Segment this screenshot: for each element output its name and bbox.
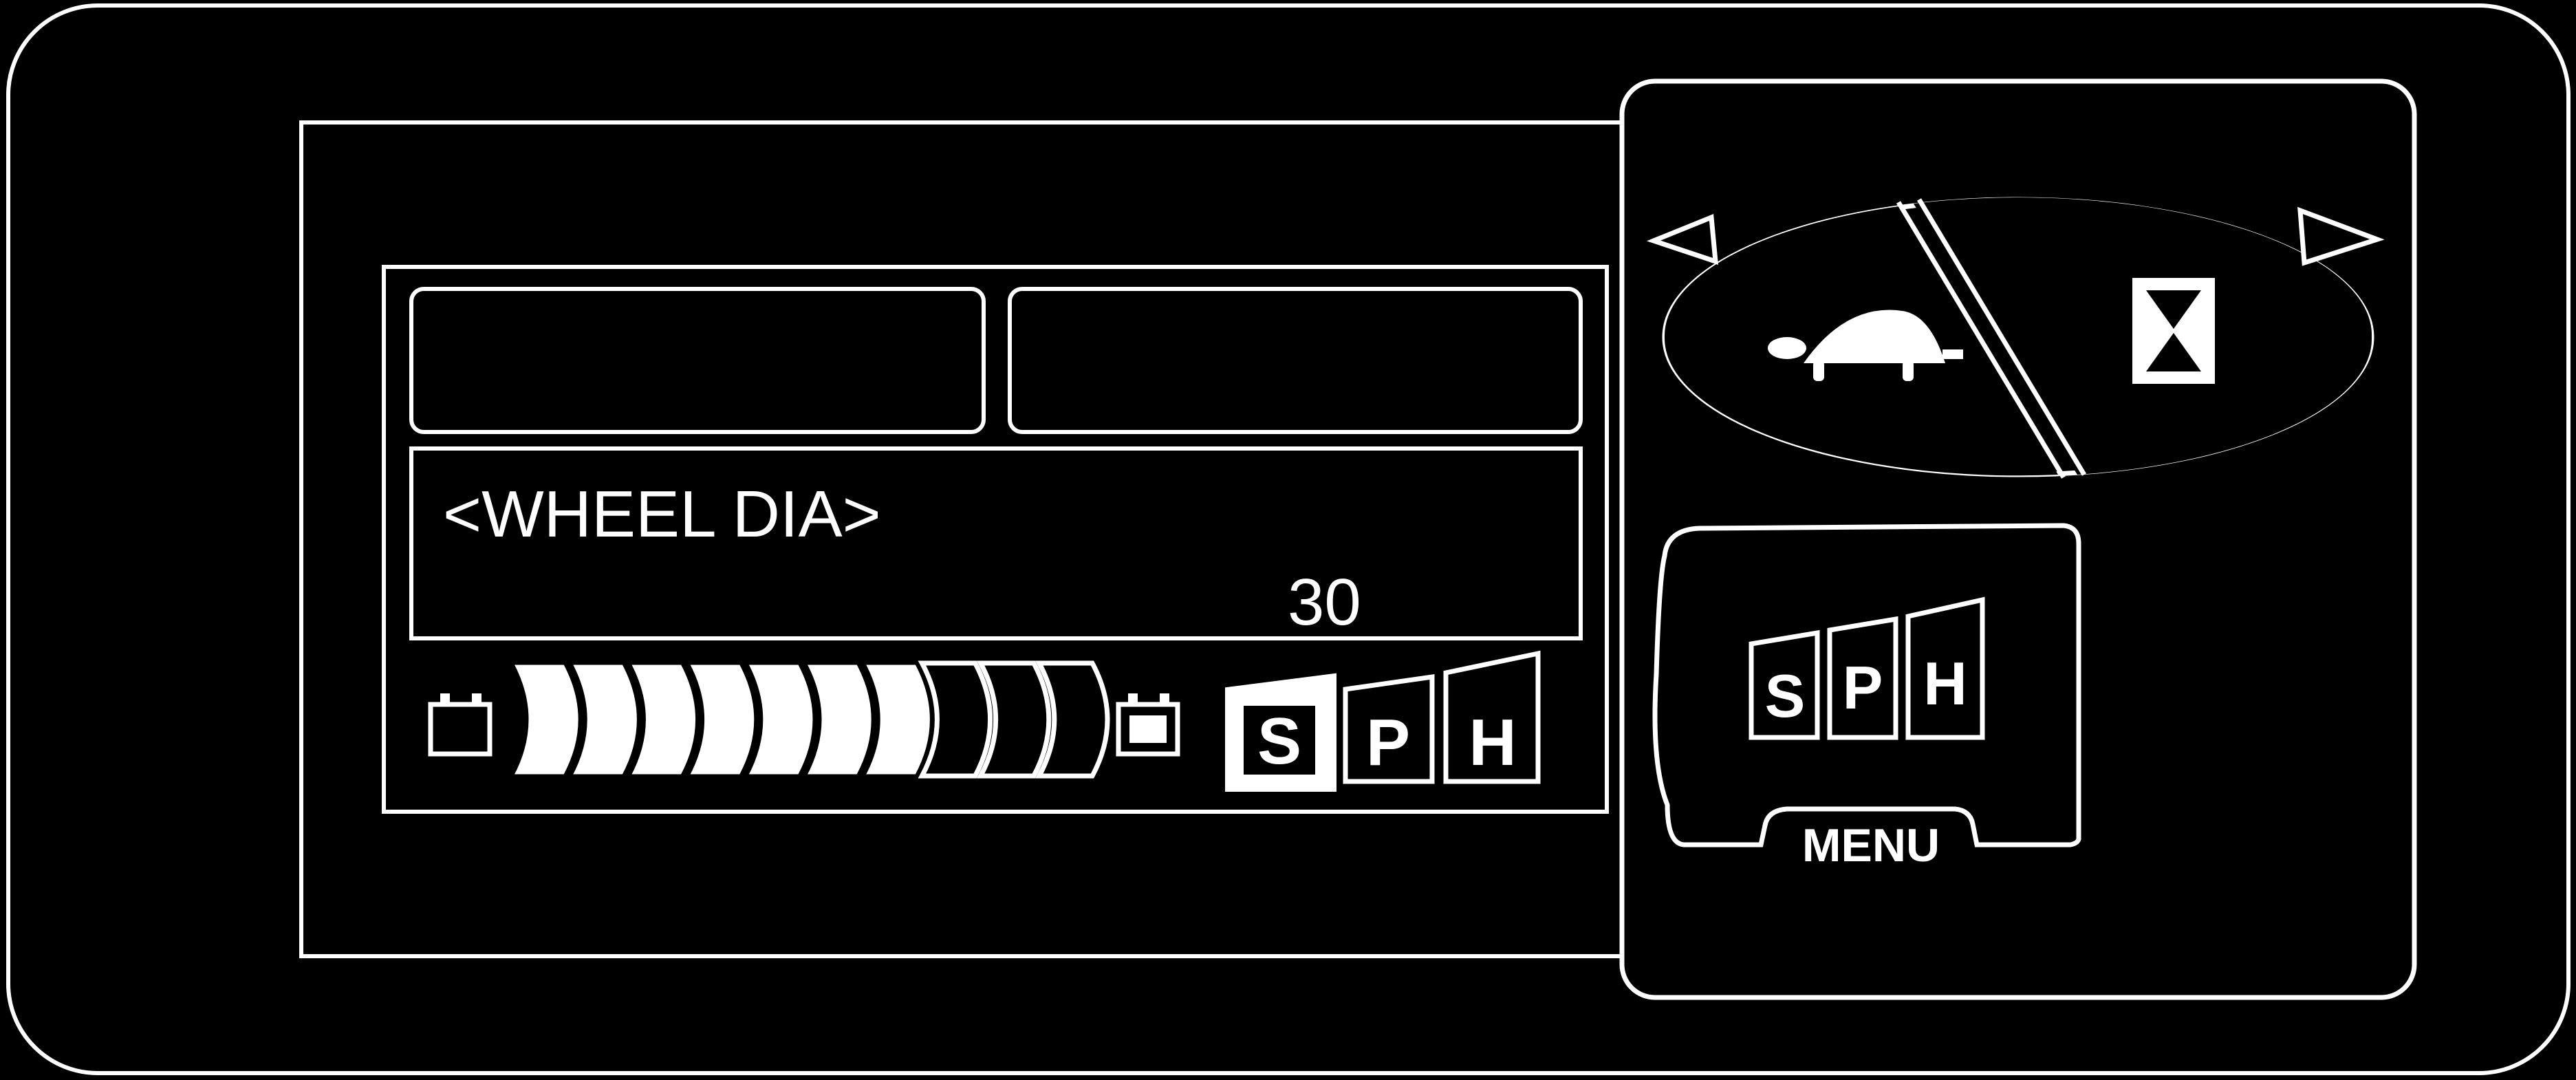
menu-mode-label-p: P bbox=[1843, 654, 1883, 722]
speed-dial[interactable] bbox=[1646, 197, 2385, 479]
left-arrow-icon bbox=[1646, 213, 1718, 266]
gauge-segment bbox=[801, 661, 875, 778]
mode-indicator-h: H bbox=[1443, 650, 1541, 784]
lcd-top-right-segment bbox=[1008, 287, 1583, 434]
gauge-segment bbox=[626, 661, 700, 778]
mode-label-h: H bbox=[1469, 706, 1516, 779]
gauge-segment bbox=[976, 660, 1052, 779]
menu-mode-s: S bbox=[1749, 629, 1820, 740]
turtle-icon bbox=[1768, 310, 1963, 381]
mode-indicator-s: S bbox=[1225, 673, 1336, 792]
menu-mode-label-s: S bbox=[1765, 662, 1806, 730]
dial-divider bbox=[1916, 198, 2087, 476]
dial-divider bbox=[1896, 201, 2066, 479]
right-arrow-icon bbox=[2297, 206, 2385, 266]
gauge-segments bbox=[508, 660, 1110, 779]
gauge-segment bbox=[861, 661, 933, 778]
gauge-segment bbox=[684, 661, 758, 778]
lcd-top-left-segment bbox=[409, 287, 986, 434]
menu-mode-h: H bbox=[1905, 596, 1985, 740]
gauge-segment bbox=[567, 661, 640, 778]
mode-indicator-p: P bbox=[1343, 673, 1435, 784]
battery-gauge bbox=[428, 660, 1180, 779]
gauge-segment bbox=[1035, 660, 1110, 779]
gauge-segment bbox=[743, 661, 816, 778]
gauge-segment bbox=[508, 661, 582, 778]
mode-label-s: S bbox=[1257, 704, 1301, 778]
message-line: <WHEEL DIA> bbox=[443, 477, 881, 551]
value-readout: 30 bbox=[1288, 565, 1361, 639]
gauge-segment bbox=[918, 660, 993, 779]
lcd-message-area bbox=[409, 446, 1583, 640]
menu-mode-p: P bbox=[1827, 616, 1898, 740]
mode-label-p: P bbox=[1366, 706, 1410, 779]
hourglass-icon bbox=[2132, 278, 2215, 384]
battery-icon bbox=[1116, 693, 1180, 757]
menu-button[interactable]: S P H MENU bbox=[1652, 523, 2081, 872]
menu-mode-label-h: H bbox=[1923, 649, 1967, 717]
menu-label: MENU bbox=[1802, 819, 1940, 872]
battery-icon bbox=[428, 693, 493, 757]
